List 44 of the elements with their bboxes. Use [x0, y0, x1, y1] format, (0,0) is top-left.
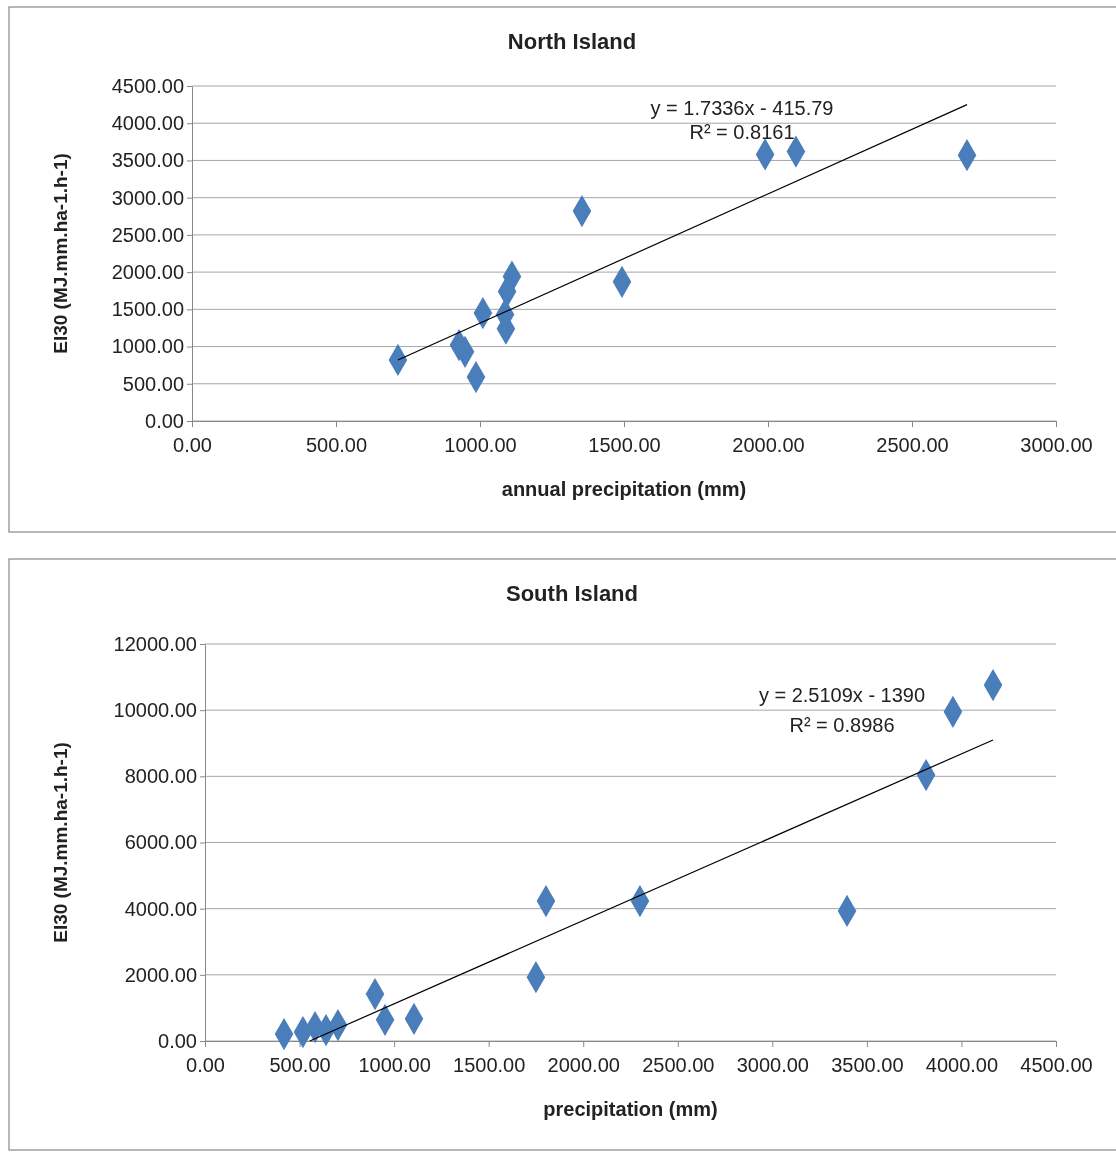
- y-axis-title: EI30 (MJ.mm.ha-1.h-1): [50, 153, 71, 354]
- x-tick-label: 2500.00: [642, 1054, 715, 1076]
- x-tick-label: 500.00: [305, 434, 368, 456]
- annotation: y = 1.7336x - 415.79: [650, 97, 834, 120]
- x-tick-label: 0.00: [186, 1054, 225, 1076]
- chart-title: South Island: [506, 581, 638, 606]
- annotation: y = 2.5109x - 1390: [758, 684, 926, 707]
- y-tick-label: 0.00: [158, 1029, 197, 1052]
- y-tick-label: 2000.00: [124, 963, 197, 986]
- y-tick-label: 2500.00: [111, 223, 184, 246]
- y-tick-label: 500.00: [122, 372, 184, 395]
- y-tick-label: 4500.00: [111, 74, 184, 97]
- x-tick-label: 2000.00: [547, 1054, 620, 1076]
- x-tick-label: 500.00: [269, 1054, 331, 1076]
- x-tick-label: 1000.00: [358, 1054, 431, 1076]
- x-tick-label: 1500.00: [453, 1054, 526, 1076]
- y-tick-label: 8000.00: [124, 765, 197, 788]
- x-tick-label: 3000.00: [736, 1054, 809, 1076]
- y-tick-label: 1500.00: [111, 298, 184, 321]
- y-tick-label: 6000.00: [124, 831, 197, 854]
- y-tick-label: 10000.00: [113, 699, 197, 722]
- annotation: R² = 0.8986: [789, 714, 895, 737]
- y-tick-label: 1000.00: [111, 335, 184, 358]
- x-tick-label: 0.00: [173, 434, 212, 456]
- y-tick-label: 2000.00: [111, 261, 184, 284]
- x-axis-title: precipitation (mm): [543, 1098, 718, 1120]
- x-tick-label: 2000.00: [732, 434, 805, 456]
- x-tick-label: 1500.00: [588, 434, 661, 456]
- x-tick-label: 2500.00: [876, 434, 949, 456]
- y-tick-label: 0.00: [145, 409, 184, 432]
- y-tick-label: 4000.00: [111, 112, 184, 135]
- x-axis-title: annual precipitation (mm): [501, 478, 747, 500]
- x-tick-label: 3500.00: [831, 1054, 904, 1076]
- annotation: R² = 0.8161: [689, 121, 795, 144]
- x-tick-label: 1000.00: [444, 434, 517, 456]
- y-tick-label: 3500.00: [111, 149, 184, 172]
- y-axis-title: EI30 (MJ.mm.ha-1.h-1): [50, 742, 71, 943]
- y-tick-label: 3000.00: [111, 186, 184, 209]
- chart-title: North Island: [507, 29, 637, 54]
- y-tick-label: 4000.00: [124, 897, 197, 920]
- x-tick-label: 3000.00: [1020, 434, 1093, 456]
- y-tick-label: 12000.00: [113, 632, 197, 655]
- x-tick-label: 4500.00: [1020, 1054, 1093, 1076]
- x-tick-label: 4000.00: [925, 1054, 999, 1076]
